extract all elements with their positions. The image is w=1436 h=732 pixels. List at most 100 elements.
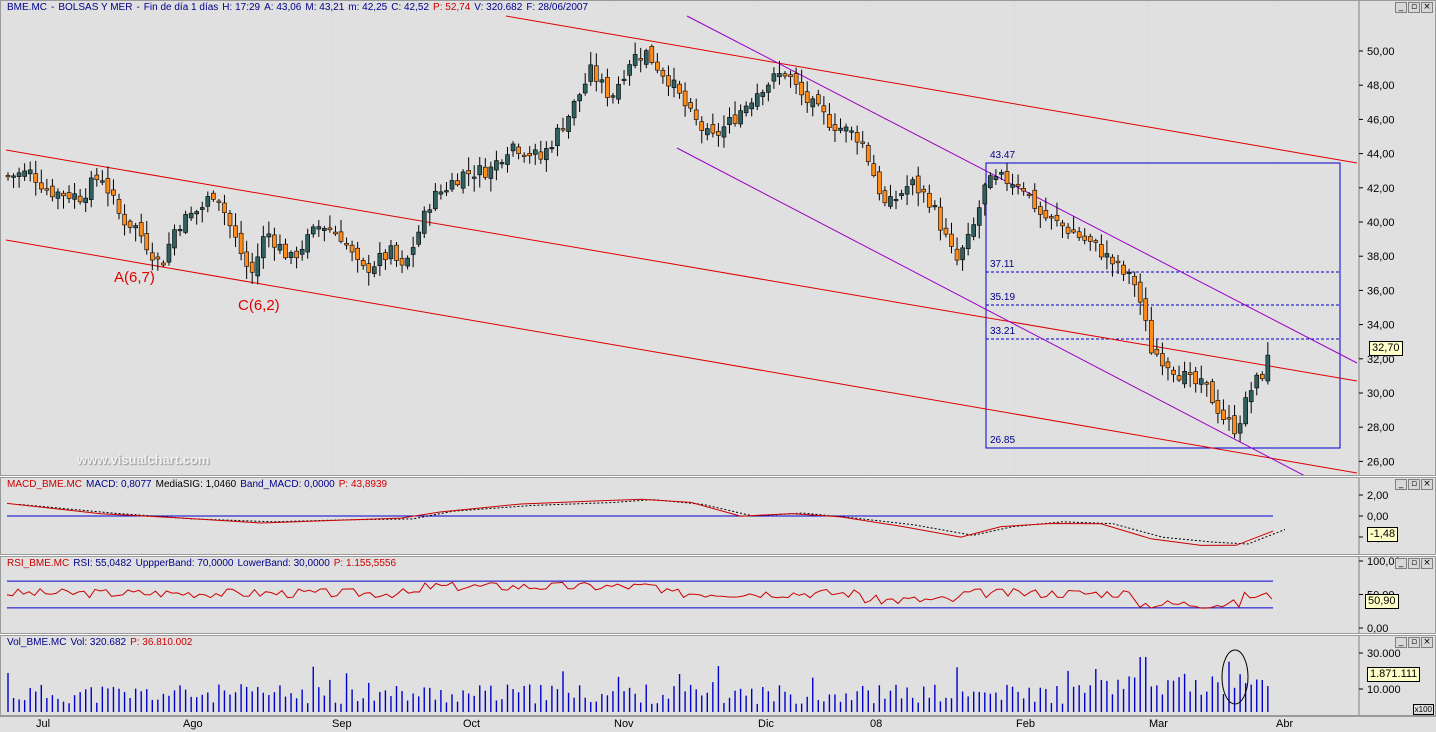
rsi-p-value: P: 1.155,5556	[333, 558, 397, 569]
rsi-tick-label: 100,00	[1367, 557, 1401, 568]
volume-plot[interactable]: 30.000 10.000	[1, 636, 1436, 716]
price-header: BME.MC - BOLSAS Y MER - Fin de día 1 días H: …	[7, 2, 589, 13]
candle-body	[272, 234, 277, 248]
trendline-red[interactable]	[505, 15, 1358, 164]
rsi-pane[interactable]: RSI_BME.MC RSI: 55,0482 UppperBand: 70,000…	[0, 556, 1436, 634]
close-button[interactable]: ×	[1421, 558, 1433, 569]
candle-body	[283, 243, 288, 259]
rsi-name: RSI_BME.MC	[7, 558, 70, 569]
candle-body	[577, 94, 582, 102]
candle-body	[627, 64, 632, 76]
candle-body	[1154, 348, 1160, 355]
candle-body	[471, 176, 477, 179]
price-plot[interactable]: 43.47 37.11 35.19 33.21 26.85 50,00 48,00…	[1, 1, 1436, 476]
price-tick-label: 46,00	[1367, 114, 1395, 126]
candle-body	[38, 182, 44, 190]
trendline-purple[interactable]	[676, 147, 1307, 476]
candle-body	[394, 244, 399, 261]
candle-body	[865, 145, 871, 163]
candle-body	[1165, 361, 1171, 369]
candle-body	[849, 130, 854, 133]
macd-tick-label: 2,00	[1367, 490, 1388, 502]
minimize-button[interactable]: _	[1395, 637, 1407, 648]
candle-body	[421, 210, 427, 234]
candle-body	[127, 220, 133, 228]
rsi-window-controls: _ ▫ ×	[1395, 558, 1433, 569]
maximize-button[interactable]: ▫	[1408, 2, 1420, 13]
candle-body	[655, 61, 660, 71]
candle-body	[310, 226, 316, 235]
candle-body	[593, 65, 599, 82]
candle-body	[988, 175, 993, 188]
month-label: Dic	[758, 718, 774, 730]
candle-body	[643, 50, 649, 65]
price-tick-label: 38,00	[1367, 251, 1395, 263]
trendline-red[interactable]	[5, 239, 1358, 474]
candle-body	[727, 117, 732, 125]
candle-body	[444, 190, 449, 193]
candle-body	[1237, 423, 1243, 434]
candle-body	[510, 143, 516, 152]
candle-body	[366, 263, 372, 273]
candle-body	[1204, 382, 1210, 385]
volume-window-controls: _ ▫ ×	[1395, 637, 1433, 648]
rsi-last-tag: 50,90	[1365, 594, 1399, 609]
close-button[interactable]: ×	[1421, 479, 1433, 490]
candle-body	[1076, 231, 1082, 238]
volume-tick-label: 30.000	[1367, 648, 1401, 660]
macd-window-controls: _ ▫ ×	[1395, 479, 1433, 490]
candle-body	[499, 162, 505, 165]
candle-body	[360, 260, 366, 266]
macd-p-value: P: 43,8939	[338, 479, 388, 490]
macd-pane[interactable]: MACD_BME.MC MACD: 0,8077 MediaSIG: 1,0460 B…	[0, 477, 1436, 555]
wave-label-c: C(6,2)	[238, 297, 280, 314]
fib-label: 35.19	[990, 292, 1015, 303]
candle-body	[721, 126, 727, 138]
minimize-button[interactable]: _	[1395, 558, 1407, 569]
volume-tick-label: 10.000	[1367, 684, 1401, 696]
minimize-button[interactable]: _	[1395, 2, 1407, 13]
candle-body	[1110, 256, 1115, 265]
candle-body	[965, 234, 971, 249]
candle-body	[843, 126, 849, 132]
candle-body	[177, 229, 183, 232]
candle-body	[16, 172, 22, 177]
candle-body	[882, 190, 888, 204]
candle-body	[688, 102, 693, 109]
candle-body	[355, 247, 360, 260]
candle-body	[5, 175, 11, 178]
candle-body	[410, 247, 416, 255]
maximize-button[interactable]: ▫	[1408, 479, 1420, 490]
candle-body	[910, 179, 915, 186]
candle-body	[466, 170, 471, 175]
close-button[interactable]: ×	[1421, 2, 1433, 13]
maximize-button[interactable]: ▫	[1408, 558, 1420, 569]
time-axis[interactable]: Jul Ago Sep Oct Nov Dic 08 Feb Mar Abr	[0, 716, 1436, 732]
candle-body	[449, 180, 455, 190]
maximize-button[interactable]: ▫	[1408, 637, 1420, 648]
macd-band-value: Band_MACD: 0,0000	[240, 479, 335, 490]
candle-body	[233, 225, 238, 238]
candle-body	[460, 171, 466, 189]
fib-label: 33.21	[990, 326, 1015, 337]
candle-body	[1198, 378, 1204, 385]
open-label: A: 43,06	[264, 2, 302, 13]
candle-body	[194, 211, 199, 215]
candle-body	[982, 184, 988, 205]
candle-body	[899, 193, 904, 197]
trendline-red[interactable]	[5, 149, 1358, 382]
candle-body	[244, 251, 249, 267]
volume-name: Vol_BME.MC	[7, 637, 67, 648]
candle-body	[399, 258, 405, 266]
price-tick-label: 42,00	[1367, 183, 1395, 195]
price-pane[interactable]: BME.MC - BOLSAS Y MER - Fin de día 1 días H: …	[0, 0, 1436, 476]
candle-body	[516, 146, 521, 154]
candle-body	[738, 110, 743, 125]
close-button[interactable]: ×	[1421, 637, 1433, 648]
minimize-button[interactable]: _	[1395, 479, 1407, 490]
volume-pane[interactable]: Vol_BME.MC Vol: 320.682 P: 36.810.002 _ ▫ …	[0, 635, 1436, 716]
candle-body	[954, 248, 960, 261]
macd-line	[6, 498, 1274, 546]
candle-body	[1176, 375, 1182, 381]
